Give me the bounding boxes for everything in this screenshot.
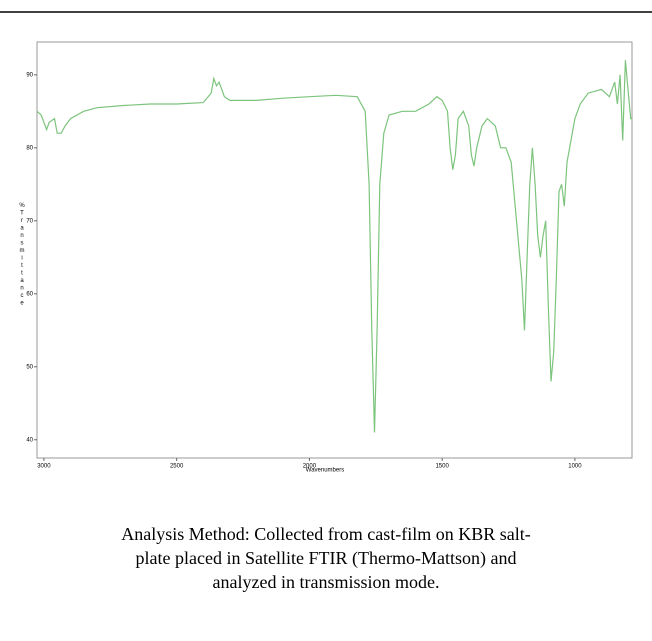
- x-tick-label: 2000: [303, 464, 317, 470]
- y-tick-label: 80: [26, 145, 33, 151]
- y-tick-label: 90: [26, 72, 33, 78]
- x-tick-label: 3000: [37, 464, 51, 470]
- y-tick-label: 70: [26, 218, 33, 224]
- y-tick-label: 60: [26, 291, 33, 297]
- y-tick-label: 50: [26, 364, 33, 370]
- chart: Wavenumbers 40 50 60 70 80 90 3000 2500 2000 1500…: [0, 11, 652, 474]
- caption: Analysis Method: Collected from cast-fil…: [0, 522, 652, 594]
- x-axis-label: Wavenumbers: [306, 468, 344, 474]
- spectrum-line: [36, 60, 632, 433]
- x-tick-label: 2500: [170, 464, 184, 470]
- x-tick-label: 1500: [435, 464, 449, 470]
- plot-frame: [36, 41, 633, 459]
- caption-line: Analysis Method: Collected from cast-fil…: [121, 524, 531, 544]
- caption-line: analyzed in transmission mode.: [212, 572, 440, 592]
- y-tick-label: 40: [26, 437, 33, 443]
- caption-line: plate placed in Satellite FTIR (Thermo-M…: [135, 548, 517, 568]
- x-tick-label: 1000: [568, 464, 582, 470]
